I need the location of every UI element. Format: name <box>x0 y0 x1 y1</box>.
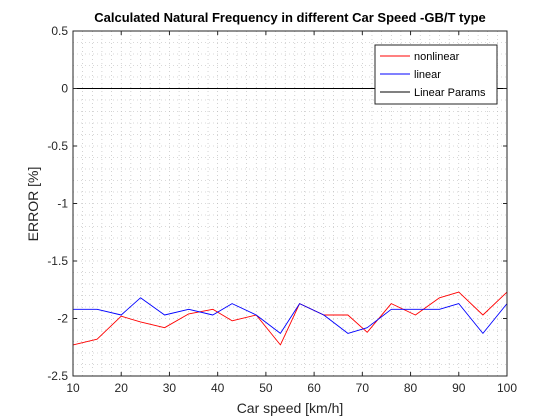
chart-title: Calculated Natural Frequency in differen… <box>94 10 486 25</box>
y-tick-label: -2 <box>57 312 68 326</box>
x-tick-label: 40 <box>211 381 225 395</box>
y-tick-label: 0 <box>61 82 68 96</box>
x-tick-label: 60 <box>307 381 321 395</box>
x-axis-label: Car speed [km/h] <box>237 400 344 416</box>
x-tick-label: 50 <box>259 381 273 395</box>
y-tick-label: -1 <box>57 197 68 211</box>
y-tick-label: -1.5 <box>47 254 68 268</box>
legend-label-nonlinear: nonlinear <box>414 51 460 63</box>
x-tick-label: 10 <box>66 381 80 395</box>
y-tick-label: -0.5 <box>47 139 68 153</box>
x-tick-label: 20 <box>115 381 129 395</box>
legend-label-linear: linear <box>414 69 441 81</box>
x-tick-label: 30 <box>163 381 177 395</box>
y-tick-label: 0.5 <box>51 24 68 38</box>
x-tick-label: 90 <box>452 381 466 395</box>
x-tick-label: 100 <box>497 381 517 395</box>
x-tick-label: 70 <box>356 381 370 395</box>
legend: nonlinear linear Linear Params <box>375 45 497 104</box>
legend-label-linear-params: Linear Params <box>414 87 486 99</box>
y-axis-label: ERROR [%] <box>25 167 41 242</box>
y-tick-label: -2.5 <box>47 369 68 383</box>
x-tick-label: 80 <box>404 381 418 395</box>
